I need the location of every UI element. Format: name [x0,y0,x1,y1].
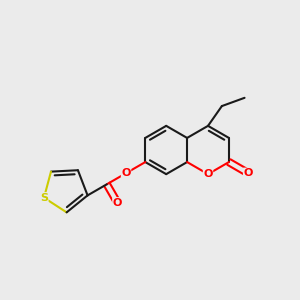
Text: O: O [113,198,122,208]
Text: O: O [244,168,253,178]
Text: O: O [122,168,131,178]
Text: O: O [203,169,213,179]
Text: S: S [40,193,48,203]
